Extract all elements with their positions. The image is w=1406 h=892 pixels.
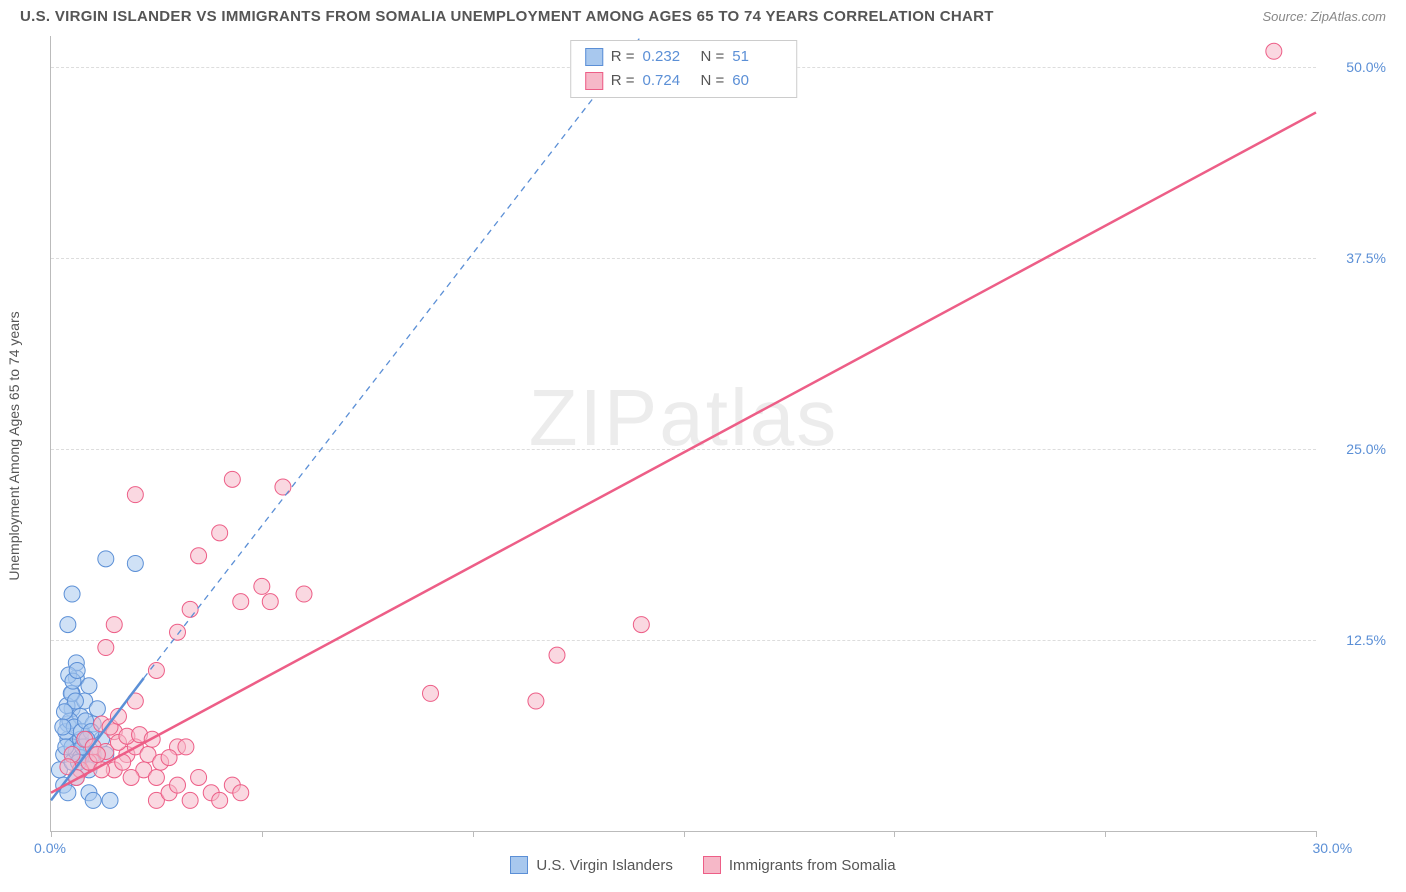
data-point (182, 601, 198, 617)
data-point (98, 551, 114, 567)
data-point (224, 471, 240, 487)
swatch-icon (703, 856, 721, 874)
legend-item-1: U.S. Virgin Islanders (510, 856, 672, 874)
swatch-icon (510, 856, 528, 874)
y-tick-label: 25.0% (1326, 441, 1386, 457)
series-name-1: U.S. Virgin Islanders (536, 857, 672, 874)
x-tick (51, 831, 52, 837)
data-point (89, 701, 105, 717)
data-point (191, 548, 207, 564)
x-origin-label: 0.0% (34, 840, 66, 856)
data-point (102, 792, 118, 808)
data-point (1266, 43, 1282, 59)
data-point (161, 750, 177, 766)
data-point (98, 640, 114, 656)
y-axis-label: Unemployment Among Ages 65 to 74 years (6, 311, 22, 580)
data-point (81, 678, 97, 694)
data-point (423, 685, 439, 701)
data-point (275, 479, 291, 495)
data-point (127, 555, 143, 571)
legend-row-1: R = 0.232 N = 51 (585, 45, 783, 69)
data-point (85, 792, 101, 808)
swatch-series-1 (585, 48, 603, 66)
x-end-label: 30.0% (1312, 840, 1352, 856)
data-point (212, 792, 228, 808)
data-point (55, 719, 71, 735)
y-tick-label: 12.5% (1326, 632, 1386, 648)
data-point (178, 739, 194, 755)
data-point (127, 487, 143, 503)
data-point (89, 747, 105, 763)
x-tick (684, 831, 685, 837)
n-value-2: 60 (732, 69, 782, 93)
swatch-series-2 (585, 72, 603, 90)
data-point (191, 769, 207, 785)
n-value-1: 51 (732, 45, 782, 69)
data-point (56, 704, 72, 720)
data-point (262, 594, 278, 610)
source-label: Source: ZipAtlas.com (1262, 9, 1386, 24)
data-point (254, 578, 270, 594)
n-label: N = (701, 69, 725, 93)
n-label: N = (701, 45, 725, 69)
x-tick (473, 831, 474, 837)
series-name-2: Immigrants from Somalia (729, 857, 896, 874)
scatter-plot-svg (51, 36, 1316, 831)
legend-row-2: R = 0.724 N = 60 (585, 69, 783, 93)
data-point (148, 662, 164, 678)
data-point (170, 624, 186, 640)
data-point (233, 594, 249, 610)
data-point (296, 586, 312, 602)
data-point (170, 777, 186, 793)
x-tick (262, 831, 263, 837)
r-value-2: 0.724 (643, 69, 693, 93)
r-value-1: 0.232 (643, 45, 693, 69)
data-point (106, 617, 122, 633)
chart-plot-area: ZIPatlas 12.5%25.0%37.5%50.0% R = 0.232 … (50, 36, 1316, 832)
x-tick (894, 831, 895, 837)
r-label: R = (611, 45, 635, 69)
data-point (182, 792, 198, 808)
data-point (233, 785, 249, 801)
data-point (64, 586, 80, 602)
data-point (528, 693, 544, 709)
x-tick (1316, 831, 1317, 837)
x-tick (1105, 831, 1106, 837)
data-point (549, 647, 565, 663)
data-point (69, 662, 85, 678)
data-point (60, 617, 76, 633)
y-tick-label: 37.5% (1326, 250, 1386, 266)
legend-item-2: Immigrants from Somalia (703, 856, 896, 874)
bottom-legend: U.S. Virgin Islanders Immigrants from So… (0, 856, 1406, 874)
chart-title: U.S. VIRGIN ISLANDER VS IMMIGRANTS FROM … (20, 8, 994, 25)
data-point (212, 525, 228, 541)
data-point (633, 617, 649, 633)
data-point (148, 769, 164, 785)
r-label: R = (611, 69, 635, 93)
data-point (123, 769, 139, 785)
correlation-legend: R = 0.232 N = 51 R = 0.724 N = 60 (570, 40, 798, 98)
y-tick-label: 50.0% (1326, 59, 1386, 75)
